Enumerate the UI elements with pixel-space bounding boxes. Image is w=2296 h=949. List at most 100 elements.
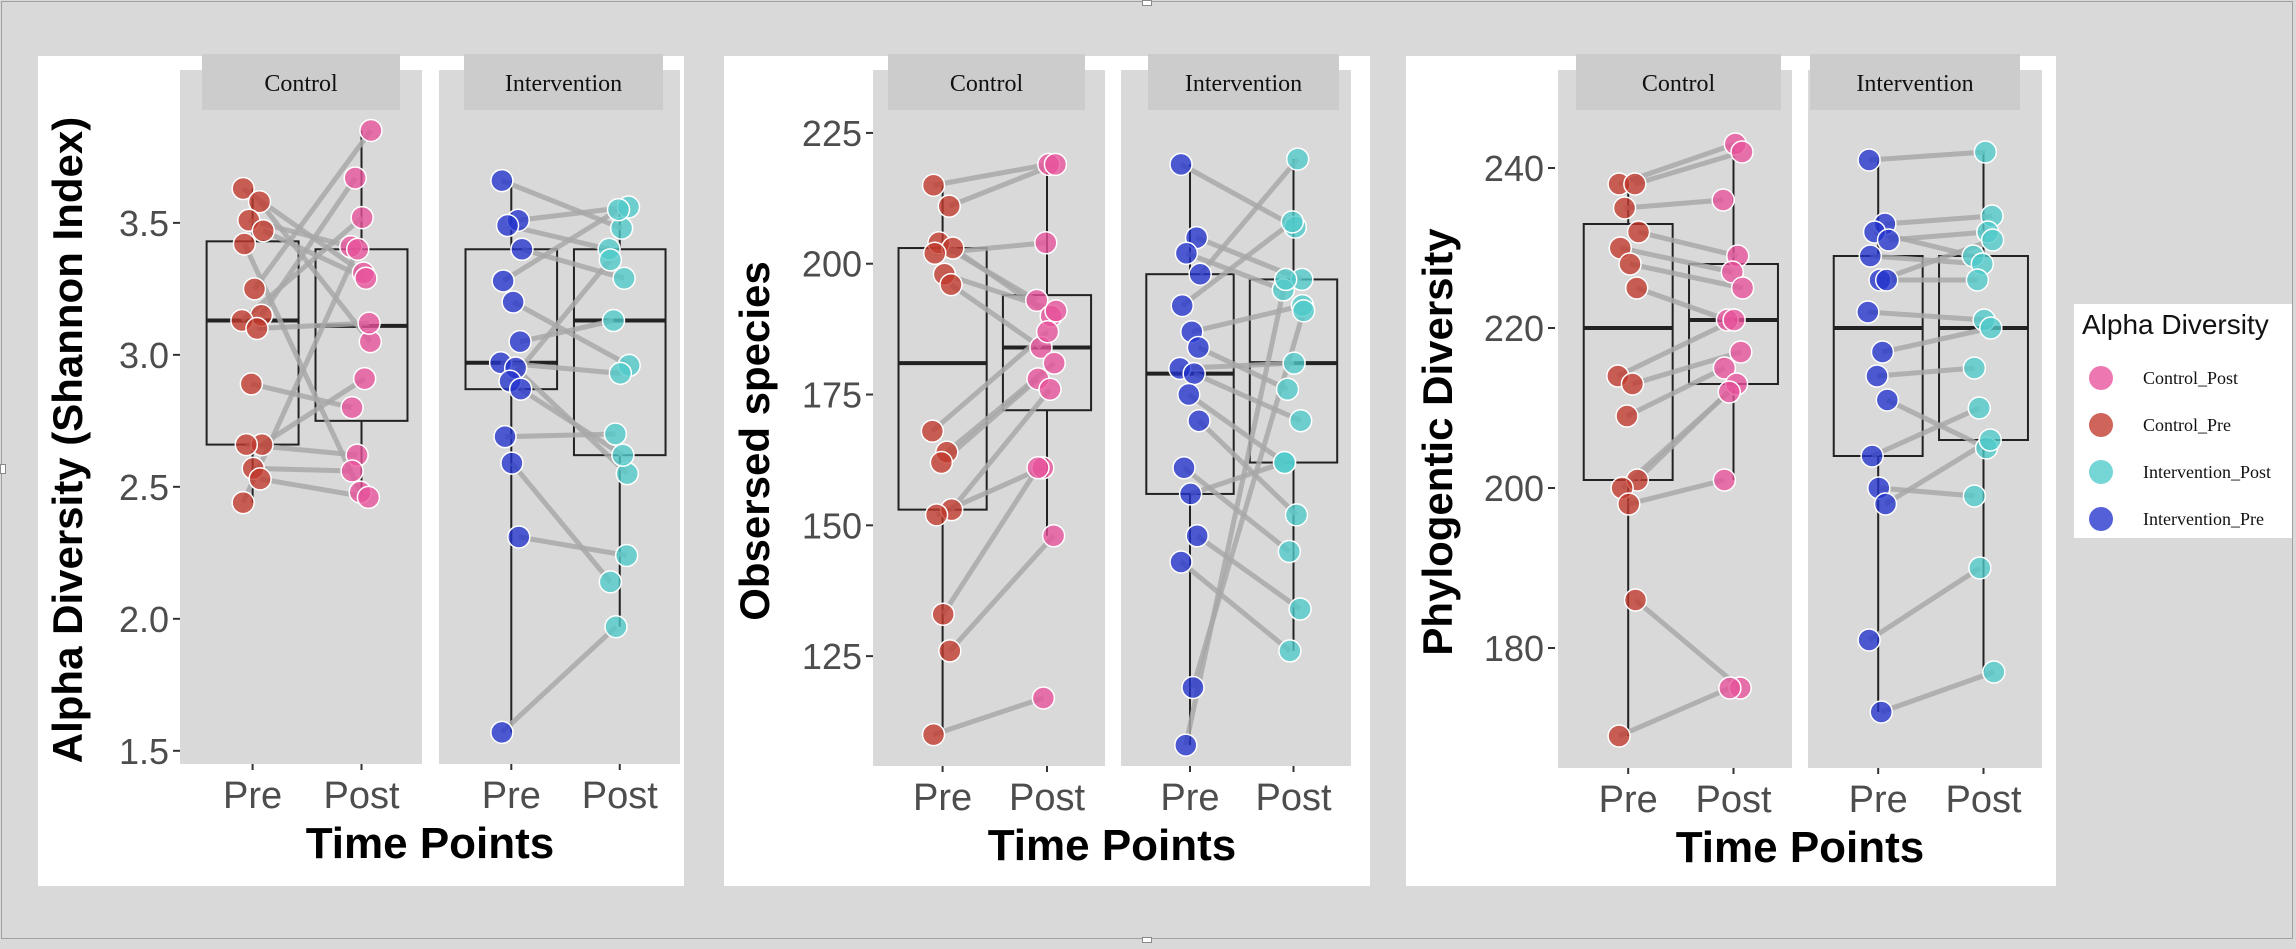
paired-line [947, 534, 1056, 653]
point-control-post [1730, 140, 1754, 164]
paired-line [1867, 565, 1982, 643]
resize-handle-top[interactable] [1142, 0, 1152, 6]
point-control-pre [1620, 372, 1645, 396]
point-intervention-pre [490, 168, 514, 193]
point-control-pre [1624, 276, 1649, 300]
point-intervention-post [1277, 539, 1302, 564]
facet-strip [464, 54, 663, 110]
point-intervention-post [1968, 556, 1992, 580]
point-control-pre [1615, 404, 1639, 428]
point-intervention-pre [1169, 550, 1193, 574]
legend-swatch [2089, 366, 2113, 390]
legend-label: Intervention_Pre [2143, 509, 2264, 529]
point-control-post [1712, 356, 1737, 380]
y-tick-label: 200 [802, 244, 862, 285]
y-tick-label: 125 [802, 636, 862, 677]
point-control-pre [937, 194, 961, 218]
panel-3: Control Pre Post Intervention Pre Post 180 200 2… [1406, 54, 2056, 886]
paired-line [949, 387, 1052, 512]
x-axis-title: Time Points [306, 819, 555, 868]
paired-line [240, 248, 361, 504]
point-control-pre [231, 490, 255, 515]
resize-handle-bottom[interactable] [1142, 937, 1152, 943]
point-intervention-post [608, 361, 633, 386]
point-intervention-pre [1170, 293, 1194, 318]
x-axis-title: Time Points [988, 821, 1237, 870]
facet-strip-label: Control [264, 71, 338, 97]
point-intervention-post [1275, 377, 1300, 402]
y-tick-label: 2.0 [119, 599, 169, 640]
y-tick-label: 3.5 [119, 203, 169, 244]
point-intervention-pre [1174, 733, 1198, 757]
point-control-pre [1612, 196, 1637, 220]
facet-panel-bg [1121, 70, 1351, 766]
y-axis-title: Alpha Diversity (Shannon Index) [44, 117, 91, 763]
paired-line [1187, 392, 1286, 465]
point-control-post [343, 166, 367, 190]
x-tick-label: Pre [1599, 779, 1658, 821]
point-intervention-post [606, 197, 631, 222]
y-tick-label: 175 [802, 375, 862, 416]
point-intervention-pre [1858, 244, 1883, 268]
point-intervention-post [1282, 351, 1306, 375]
facet-strip-label: Control [1642, 71, 1716, 97]
point-intervention-post [1285, 147, 1310, 171]
paired-line [1868, 149, 1986, 163]
point-control-post [1717, 380, 1741, 404]
points [1856, 140, 2006, 724]
point-intervention-pre [507, 525, 531, 549]
point-control-pre [1618, 252, 1642, 276]
point-control-post [1730, 276, 1755, 300]
point-intervention-post [1272, 450, 1297, 475]
paired-line [1634, 149, 1743, 187]
paired-line [250, 381, 353, 411]
point-intervention-pre [1172, 456, 1196, 480]
paired-line [508, 258, 613, 383]
paired-line [1197, 345, 1289, 392]
point-intervention-post [598, 570, 623, 594]
point-intervention-post [1982, 660, 2006, 684]
paired-line [1867, 309, 1985, 323]
points [1606, 132, 1755, 748]
paired-line [256, 320, 370, 331]
point-control-post [1712, 468, 1737, 492]
paired-line [1884, 437, 1992, 507]
point-control-pre [939, 272, 963, 297]
paired-line [1886, 397, 1988, 451]
paired-line [949, 282, 1043, 350]
point-control-post [1711, 188, 1735, 212]
point-intervention-pre [1186, 335, 1211, 360]
paired-line [1179, 560, 1292, 653]
paired-line [501, 207, 620, 284]
point-intervention-pre [508, 377, 533, 401]
paired-line [1191, 303, 1304, 335]
legend-title: Alpha Diversity [2082, 309, 2269, 340]
point-intervention-pre [1177, 382, 1201, 407]
point-intervention-pre [1860, 444, 1884, 468]
point-control-pre [938, 639, 962, 663]
paired-line [500, 624, 618, 735]
point-control-post [352, 366, 377, 391]
point-control-post [1035, 319, 1060, 344]
points [920, 152, 1068, 747]
facet-intervention: Intervention Pre Post [439, 54, 680, 817]
point-intervention-pre [490, 720, 514, 745]
x-tick-label: Post [1695, 779, 1771, 821]
paired-line [1185, 250, 1285, 293]
point-intervention-pre [1857, 148, 1881, 172]
point-intervention-post [598, 248, 623, 272]
points [230, 118, 383, 515]
point-intervention-pre [501, 290, 525, 314]
paired-line [240, 215, 364, 323]
point-control-pre [923, 241, 947, 266]
point-intervention-post [1967, 396, 1991, 420]
point-intervention-post [614, 543, 639, 568]
y-tick-label: 200 [1484, 468, 1544, 509]
facet-intervention: Intervention Pre Post [1121, 54, 1351, 819]
paired-line [1637, 229, 1739, 259]
paired-line [933, 161, 1050, 188]
paired-line [1193, 371, 1302, 423]
resize-handle-left[interactable] [0, 464, 6, 474]
point-control-pre [245, 316, 269, 341]
paired-line [510, 461, 613, 584]
